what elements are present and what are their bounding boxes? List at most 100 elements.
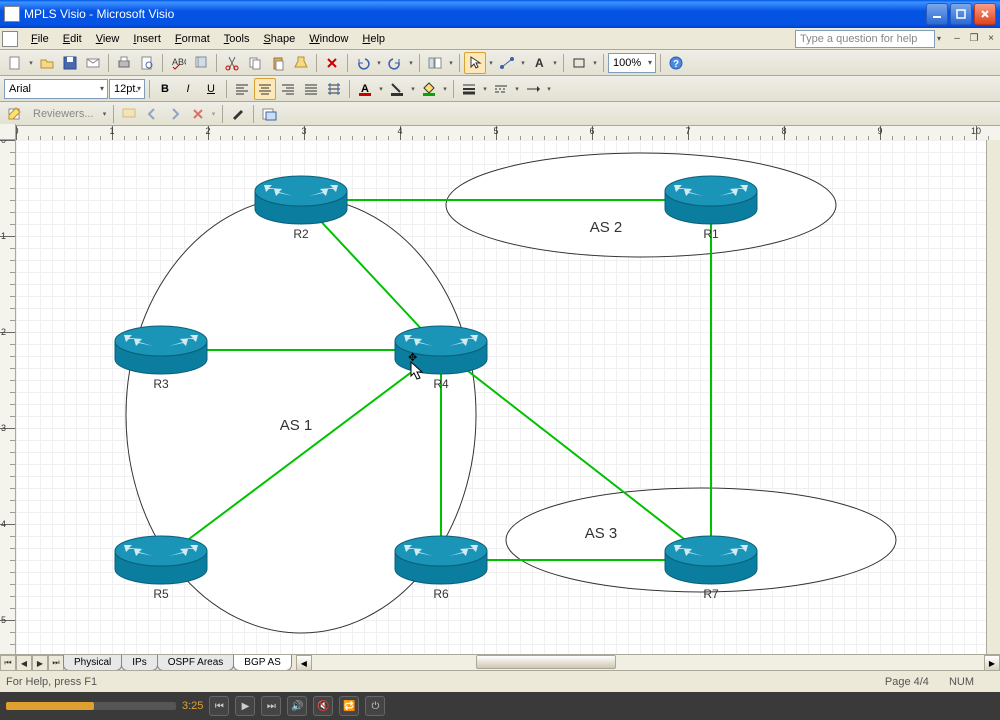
help-search-input[interactable] xyxy=(795,30,935,48)
print-preview-button[interactable] xyxy=(136,52,158,74)
sheet-tab-ospf-areas[interactable]: OSPF Areas xyxy=(157,655,235,671)
doc-icon[interactable] xyxy=(2,31,18,47)
next-comment-button[interactable] xyxy=(164,103,186,125)
email-button[interactable] xyxy=(82,52,104,74)
show-markup-button[interactable] xyxy=(4,103,26,125)
bold-button[interactable]: B xyxy=(154,78,176,100)
media-stop-button[interactable]: ⏻ xyxy=(365,696,385,716)
fill-color-dropdown[interactable]: ▾ xyxy=(441,85,449,93)
line-pattern-dropdown[interactable]: ▾ xyxy=(513,85,521,93)
rectangle-tool-button[interactable] xyxy=(568,52,590,74)
media-next-button[interactable]: ⏭ xyxy=(261,696,281,716)
router-r6[interactable]: R6 xyxy=(395,536,487,601)
line-weight-button[interactable] xyxy=(458,78,480,100)
redo-button[interactable] xyxy=(384,52,406,74)
maximize-button[interactable] xyxy=(950,3,972,25)
menu-tools[interactable]: Tools xyxy=(217,31,257,47)
sheet-tab-physical[interactable]: Physical xyxy=(63,655,122,671)
paste-button[interactable] xyxy=(267,52,289,74)
open-button[interactable] xyxy=(36,52,58,74)
scrollbar-vertical[interactable] xyxy=(986,140,1000,654)
distribute-button[interactable] xyxy=(323,78,345,100)
reviewers-dropdown[interactable]: ▾ xyxy=(101,110,109,118)
as-region-as2[interactable] xyxy=(446,153,836,257)
sheet-tab-bgp-as[interactable]: BGP AS xyxy=(233,655,292,671)
print-button[interactable] xyxy=(113,52,135,74)
line-ends-dropdown[interactable]: ▾ xyxy=(545,85,553,93)
menu-shape[interactable]: Shape xyxy=(256,31,302,47)
shapes-window-button[interactable] xyxy=(424,52,446,74)
delete-comment-dropdown[interactable]: ▾ xyxy=(210,110,218,118)
menu-window[interactable]: Window xyxy=(302,31,355,47)
format-painter-button[interactable] xyxy=(290,52,312,74)
delete-icon[interactable] xyxy=(321,52,343,74)
track-markup-button[interactable] xyxy=(258,103,280,125)
menu-file[interactable]: File xyxy=(24,31,56,47)
menu-help[interactable]: Help xyxy=(355,31,392,47)
drawing-canvas[interactable]: AS 1AS 2AS 3R1R2R3R4R5R6R7✥ xyxy=(16,140,986,654)
prev-comment-button[interactable] xyxy=(141,103,163,125)
ruler-vertical[interactable]: 0123456 xyxy=(0,140,16,654)
font-size-combo[interactable]: 12pt. xyxy=(109,79,145,99)
cut-button[interactable] xyxy=(221,52,243,74)
pointer-tool-button[interactable] xyxy=(464,52,486,74)
sheet-nav-last[interactable]: ⏭ xyxy=(48,655,64,671)
mdi-restore-button[interactable]: ❐ xyxy=(967,32,981,46)
help-button[interactable]: ? xyxy=(665,52,687,74)
fill-color-button[interactable] xyxy=(418,78,440,100)
line-pattern-button[interactable] xyxy=(490,78,512,100)
scroll-right-button[interactable]: ▶ xyxy=(984,655,1000,671)
new-dropdown[interactable]: ▾ xyxy=(27,59,35,67)
media-seek-slider[interactable] xyxy=(6,702,176,710)
text-dropdown[interactable]: ▾ xyxy=(551,59,559,67)
align-left-button[interactable] xyxy=(231,78,253,100)
save-button[interactable] xyxy=(59,52,81,74)
menu-format[interactable]: Format xyxy=(168,31,217,47)
scroll-thumb-h[interactable] xyxy=(476,655,616,669)
media-mute-button[interactable]: 🔇 xyxy=(313,696,333,716)
menu-view[interactable]: View xyxy=(89,31,127,47)
media-repeat-button[interactable]: 🔁 xyxy=(339,696,359,716)
connector-tool-button[interactable] xyxy=(496,52,518,74)
font-color-dropdown[interactable]: ▾ xyxy=(377,85,385,93)
media-vol-button[interactable]: 🔊 xyxy=(287,696,307,716)
undo-button[interactable] xyxy=(352,52,374,74)
mdi-minimize-button[interactable]: – xyxy=(950,32,964,46)
scroll-track-h[interactable]: ◀ ▶ xyxy=(296,655,1000,670)
mdi-close-button[interactable]: × xyxy=(984,32,998,46)
connector-dropdown[interactable]: ▾ xyxy=(519,59,527,67)
close-button[interactable] xyxy=(974,3,996,25)
scroll-left-button[interactable]: ◀ xyxy=(296,655,312,671)
font-combo[interactable]: Arial xyxy=(4,79,108,99)
line-color-dropdown[interactable]: ▾ xyxy=(409,85,417,93)
font-color-button[interactable]: A xyxy=(354,78,376,100)
text-tool-button[interactable]: A xyxy=(528,52,550,74)
reviewers-button[interactable]: Reviewers... xyxy=(27,104,100,124)
research-button[interactable] xyxy=(190,52,212,74)
minimize-button[interactable] xyxy=(926,3,948,25)
sheet-nav-next[interactable]: ▶ xyxy=(32,655,48,671)
redo-dropdown[interactable]: ▾ xyxy=(407,59,415,67)
menu-insert[interactable]: Insert xyxy=(126,31,168,47)
shapes-dropdown[interactable]: ▾ xyxy=(447,59,455,67)
delete-comment-button[interactable] xyxy=(187,103,209,125)
router-r5[interactable]: R5 xyxy=(115,536,207,601)
italic-button[interactable]: I xyxy=(177,78,199,100)
help-search-dropdown[interactable]: ▾ xyxy=(937,34,947,43)
align-justify-button[interactable] xyxy=(300,78,322,100)
sheet-tab-ips[interactable]: IPs xyxy=(121,655,157,671)
diagram[interactable]: AS 1AS 2AS 3R1R2R3R4R5R6R7✥ xyxy=(16,140,986,650)
sheet-nav-prev[interactable]: ◀ xyxy=(16,655,32,671)
pointer-dropdown[interactable]: ▾ xyxy=(487,59,495,67)
spellcheck-button[interactable]: ABC xyxy=(167,52,189,74)
underline-button[interactable]: U xyxy=(200,78,222,100)
ink-button[interactable] xyxy=(227,103,249,125)
zoom-combo[interactable]: 100% xyxy=(608,53,656,73)
insert-comment-button[interactable] xyxy=(118,103,140,125)
menu-edit[interactable]: Edit xyxy=(56,31,89,47)
copy-button[interactable] xyxy=(244,52,266,74)
undo-dropdown[interactable]: ▾ xyxy=(375,59,383,67)
draw-dropdown[interactable]: ▾ xyxy=(591,59,599,67)
new-button[interactable] xyxy=(4,52,26,74)
line-weight-dropdown[interactable]: ▾ xyxy=(481,85,489,93)
